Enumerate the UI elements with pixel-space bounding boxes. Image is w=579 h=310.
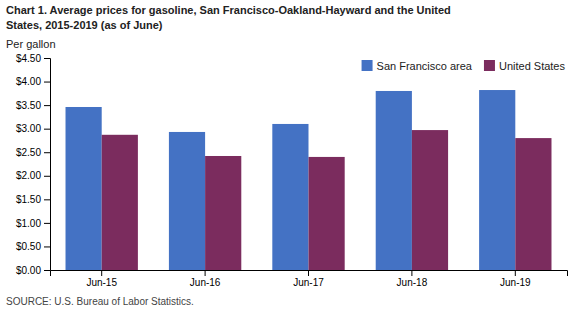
x-tick-label: Jun-16 bbox=[190, 277, 221, 288]
y-tick-label: $1.00 bbox=[16, 218, 41, 229]
y-tick-label: $0.50 bbox=[16, 241, 41, 252]
y-tick-mark bbox=[44, 82, 50, 83]
series bbox=[102, 130, 552, 270]
y-tick: $1.50 bbox=[16, 194, 50, 205]
source: SOURCE: U.S. Bureau of Labor Statistics. bbox=[6, 296, 194, 307]
x-tick-mark bbox=[205, 270, 206, 276]
y-tick: $3.50 bbox=[16, 100, 50, 111]
y-tick-mark bbox=[44, 199, 50, 200]
x-tick-mark bbox=[308, 270, 309, 276]
bar bbox=[412, 130, 448, 270]
y-tick: $2.00 bbox=[16, 170, 50, 181]
bar bbox=[102, 135, 138, 270]
bar bbox=[205, 156, 241, 270]
x-tick: Jun-17 bbox=[293, 270, 324, 288]
bar bbox=[272, 124, 308, 270]
bar bbox=[376, 91, 412, 270]
legend-label: San Francisco area bbox=[377, 60, 473, 72]
y-tick: $2.50 bbox=[16, 147, 50, 158]
bar bbox=[169, 132, 205, 270]
legend: San Francisco area United States bbox=[362, 60, 566, 72]
y-axis-line bbox=[44, 59, 51, 271]
y-tick-label: $3.50 bbox=[16, 100, 41, 111]
bar bbox=[66, 107, 102, 270]
series bbox=[66, 90, 516, 270]
chart: Chart 1. Average prices for gasoline, Sa… bbox=[0, 0, 579, 310]
x-tick: Jun-15 bbox=[86, 270, 117, 288]
x-tick: Jun-18 bbox=[397, 270, 428, 288]
x-tick: Jun-19 bbox=[500, 270, 531, 288]
y-tick-mark bbox=[44, 105, 50, 106]
y-tick-label: $2.50 bbox=[16, 147, 41, 158]
y-tick: $3.00 bbox=[16, 123, 50, 134]
legend-swatch bbox=[362, 60, 373, 71]
legend-item: United States bbox=[484, 60, 566, 72]
bars bbox=[66, 90, 552, 270]
x-axis-line bbox=[51, 271, 568, 277]
x-tick-mark bbox=[411, 270, 412, 276]
y-tick: $4.00 bbox=[16, 76, 50, 87]
plot: $0.00 $0.50 $1.00 $1.50 $2.00 $2.50 $3.00 $3.50… bbox=[16, 53, 568, 288]
y-tick: $0.50 bbox=[16, 241, 50, 252]
x-tick-label: Jun-18 bbox=[397, 277, 428, 288]
y-axis-label: Per gallon bbox=[6, 38, 56, 50]
title: States, 2015-2019 (as of June) bbox=[6, 19, 163, 31]
x-tick-label: Jun-15 bbox=[86, 277, 117, 288]
y-tick-label: $0.00 bbox=[16, 265, 41, 276]
x-axis: Jun-15 Jun-16 Jun-17 Jun-18 Jun-19 bbox=[51, 270, 568, 288]
x-tick-mark bbox=[515, 270, 516, 276]
x-tick-label: Jun-17 bbox=[293, 277, 324, 288]
legend-item: San Francisco area bbox=[362, 60, 473, 72]
y-tick-mark bbox=[44, 129, 50, 130]
y-tick: $1.00 bbox=[16, 218, 50, 229]
bar bbox=[515, 138, 551, 270]
bar bbox=[479, 90, 515, 270]
x-tick-label: Jun-19 bbox=[500, 277, 531, 288]
y-tick: $0.00 bbox=[16, 265, 50, 276]
legend-swatch bbox=[484, 60, 495, 71]
y-tick: $4.50 bbox=[16, 53, 50, 64]
y-tick-label: $2.00 bbox=[16, 170, 41, 181]
legend-label: United States bbox=[499, 60, 566, 72]
y-tick-label: $4.00 bbox=[16, 76, 41, 87]
y-tick-label: $1.50 bbox=[16, 194, 41, 205]
title: Chart 1. Average prices for gasoline, Sa… bbox=[6, 4, 451, 16]
y-axis: $0.00 $0.50 $1.00 $1.50 $2.00 $2.50 $3.00 $3.50… bbox=[16, 53, 51, 276]
y-tick-mark bbox=[44, 176, 50, 177]
y-tick-label: $3.00 bbox=[16, 123, 41, 134]
y-tick-mark bbox=[44, 246, 50, 247]
y-tick-label: $4.50 bbox=[16, 53, 41, 64]
bar bbox=[309, 157, 345, 270]
x-tick: Jun-16 bbox=[190, 270, 221, 288]
y-tick-mark bbox=[44, 58, 50, 59]
y-tick-mark bbox=[44, 270, 50, 271]
y-tick-mark bbox=[44, 152, 50, 153]
y-tick-mark bbox=[44, 223, 50, 224]
x-tick-mark bbox=[101, 270, 102, 276]
